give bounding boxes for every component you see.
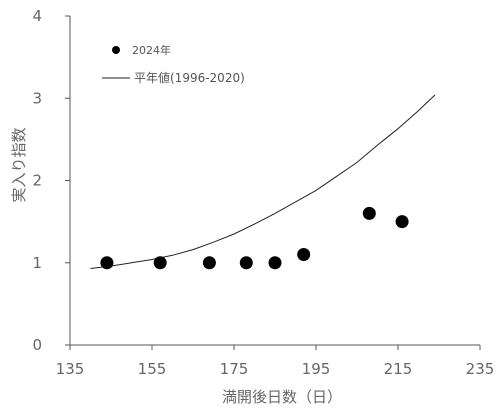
x-tick-label: 235 (466, 360, 495, 378)
series-layer (90, 94, 436, 270)
data-point-2024 (395, 215, 409, 229)
data-point-2024 (202, 256, 216, 270)
y-tick-label: 4 (32, 7, 42, 25)
y-tick-label: 0 (32, 336, 42, 354)
data-point-2024 (153, 256, 167, 270)
x-tick-label: 215 (384, 360, 413, 378)
legend-label-2024: 2024年 (132, 43, 171, 57)
data-point-2024 (362, 206, 376, 220)
y-tick-label: 3 (32, 89, 42, 107)
normal-average-line (90, 94, 436, 269)
data-point-2024 (297, 248, 311, 262)
data-point-2024 (239, 256, 253, 270)
legend-label-normal: 平年値(1996-2020) (134, 70, 245, 85)
y-tick-label: 2 (32, 172, 42, 190)
y-axis-title: 実入り指数 (10, 127, 28, 202)
legend: 2024年 平年値(1996-2020) (102, 43, 245, 85)
x-tick-label: 195 (302, 360, 331, 378)
x-axis-title: 満開後日数（日） (222, 388, 342, 406)
x-tick-label: 175 (220, 360, 249, 378)
x-tick-label: 155 (138, 360, 167, 378)
y-tick-label: 1 (32, 254, 42, 272)
data-point-2024 (100, 256, 114, 270)
legend-marker-2024 (112, 46, 120, 54)
x-tick-label: 135 (56, 360, 85, 378)
x-axis-ticks: 135 155 175 195 215 235 (56, 345, 495, 378)
y-axis-ticks: 0 1 2 3 4 (32, 7, 70, 354)
data-point-2024 (268, 256, 282, 270)
